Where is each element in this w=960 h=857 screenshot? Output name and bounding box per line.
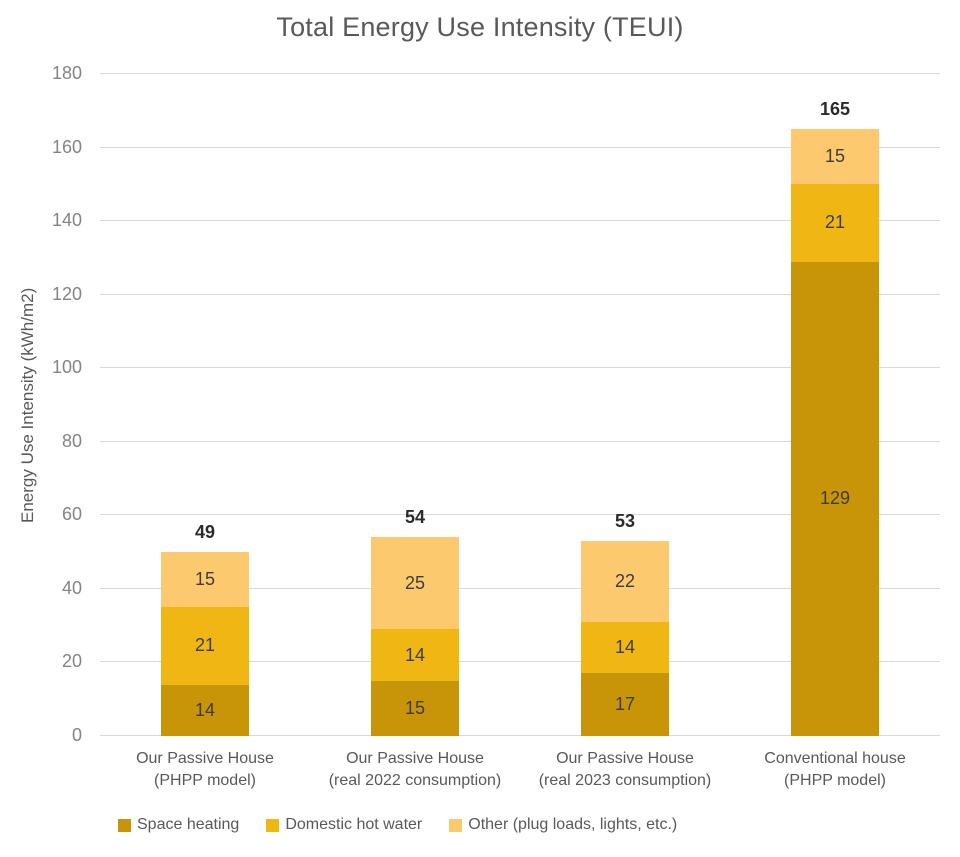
legend-swatch-icon <box>266 818 280 832</box>
segment-value-label: 15 <box>194 569 216 590</box>
bar-segment: 17 <box>581 673 669 736</box>
bar-segment: 15 <box>371 680 459 736</box>
y-tick-label: 140 <box>51 210 82 231</box>
y-tick-label: 60 <box>61 504 82 525</box>
segment-value-label: 14 <box>614 637 636 658</box>
gridline <box>100 367 940 369</box>
bar-total-label: 54 <box>404 507 426 528</box>
segment-value-label: 15 <box>404 697 426 718</box>
x-axis-labels: Our Passive House (PHPP model) Our Passiv… <box>100 748 940 800</box>
bar-segment: 25 <box>371 537 459 630</box>
bar-segment: 15 <box>791 129 879 185</box>
legend-swatch-icon <box>118 818 131 832</box>
gridline <box>100 146 940 148</box>
y-tick-label: 80 <box>61 430 82 451</box>
legend-item: Domestic hot water <box>266 816 422 834</box>
gridline <box>100 73 940 74</box>
x-category-label: Our Passive House (PHPP model) <box>136 750 274 789</box>
y-tick-label: 100 <box>51 357 82 378</box>
legend: Space heating Domestic hot water Other (pl… <box>118 816 677 834</box>
segment-value-label: 15 <box>824 146 846 167</box>
bar-total-label: 165 <box>819 99 851 120</box>
bar-segment: 22 <box>581 541 669 622</box>
chart-title: Total Energy Use Intensity (TEUI) <box>276 12 684 42</box>
y-tick-label: 20 <box>61 651 82 672</box>
legend-item: Space heating <box>118 816 239 834</box>
y-tick-label: 40 <box>61 577 82 598</box>
legend-label: Other (plug loads, lights, etc.) <box>468 816 678 833</box>
segment-value-label: 25 <box>404 572 426 593</box>
bar-segment: 129 <box>791 261 879 736</box>
legend-item: Other (plug loads, lights, etc.) <box>449 816 677 834</box>
segment-value-label: 21 <box>194 635 216 656</box>
y-tick-label: 0 <box>71 725 82 745</box>
x-category-label: Our Passive House (real 2023 consumption… <box>538 750 712 789</box>
segment-value-label: 14 <box>194 699 216 720</box>
bar-total-label: 49 <box>194 522 216 543</box>
x-category-label: Our Passive House (real 2022 consumption… <box>328 750 502 789</box>
bar-segment: 15 <box>161 552 249 608</box>
bar-segment: 14 <box>581 622 669 674</box>
y-axis-title: Energy Use Intensity (kWh/m2) <box>18 287 37 523</box>
segment-value-label: 129 <box>819 488 851 509</box>
bar-segment: 21 <box>791 184 879 262</box>
bar-segment: 21 <box>161 607 249 685</box>
segment-value-label: 21 <box>824 212 846 233</box>
segment-value-label: 17 <box>614 694 636 715</box>
y-tick-label: 180 <box>51 63 82 83</box>
segment-value-label: 14 <box>404 644 426 665</box>
gridline <box>100 735 940 736</box>
x-category-label: Conventional house (PHPP model) <box>764 750 906 789</box>
gridline <box>100 587 940 589</box>
legend-swatch-icon <box>449 818 463 832</box>
y-tick-label: 160 <box>51 136 82 157</box>
gridline <box>100 661 940 663</box>
gridline <box>100 514 940 516</box>
segment-value-label: 22 <box>614 571 636 592</box>
bar-total-label: 53 <box>614 511 636 532</box>
bar-segment: 14 <box>161 684 249 736</box>
gridline <box>100 440 940 442</box>
legend-label: Space heating <box>137 816 240 833</box>
plot-area: 0 20 40 60 80 100 120 140 160 180 14 21 15 49 15 14 25 54… <box>52 63 940 745</box>
bar-segment: 14 <box>371 629 459 681</box>
legend-label: Domestic hot water <box>285 816 423 833</box>
gridline <box>100 293 940 295</box>
y-tick-label: 120 <box>51 283 82 304</box>
gridline <box>100 220 940 222</box>
